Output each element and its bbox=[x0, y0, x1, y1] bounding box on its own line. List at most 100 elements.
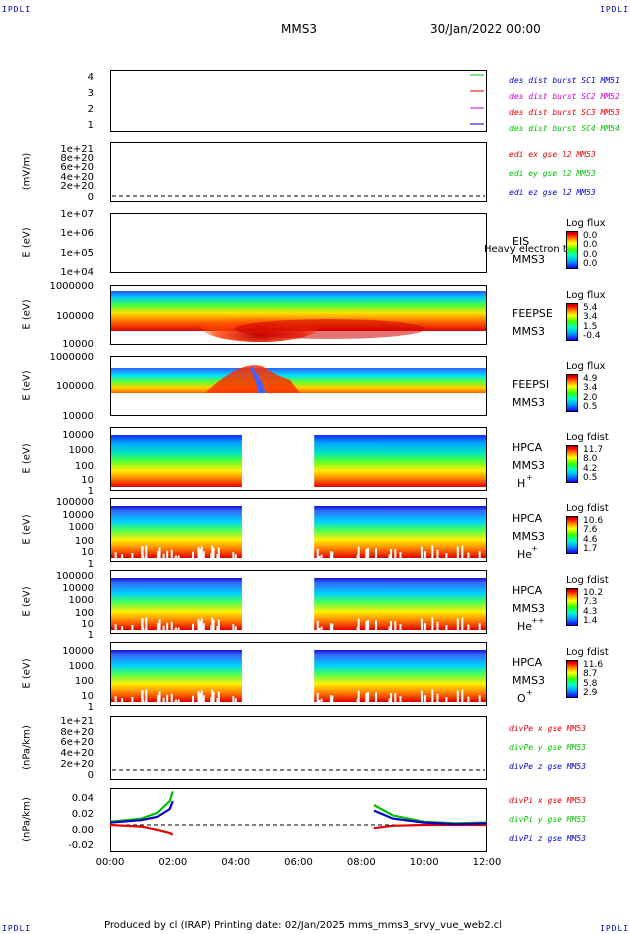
y-tick-label: 100000 bbox=[55, 311, 94, 322]
y-tick-label: 100 bbox=[74, 461, 94, 472]
y-tick-label: 1 bbox=[87, 486, 94, 497]
colorbar-value: 8.0 bbox=[583, 454, 598, 465]
hpca-o-noise-gap bbox=[423, 695, 426, 702]
colorbar-value: 0.0 bbox=[583, 258, 598, 269]
colorbar-value: 4.3 bbox=[583, 606, 598, 617]
hpca-o-noise-gap bbox=[131, 696, 134, 702]
hpca-hepp-noise-gap bbox=[456, 618, 459, 630]
instrument-name: EIS bbox=[512, 235, 530, 248]
legend-entry: edi ex gse l2 MM53 bbox=[509, 150, 596, 159]
hpca-o-noise-gap bbox=[198, 694, 201, 702]
colorbar-title: Log fdist bbox=[566, 647, 609, 658]
panel-divpe bbox=[110, 716, 487, 780]
y-tick-label: 100000 bbox=[55, 571, 94, 582]
species-label: O bbox=[517, 692, 526, 705]
species-charge: + bbox=[526, 688, 533, 697]
hpca-hepp-noise-gap bbox=[211, 617, 214, 630]
hpca-he-noise-gap bbox=[331, 551, 334, 558]
hpca-hepp-noise-gap bbox=[367, 620, 370, 630]
hpca-he-noise-gap bbox=[318, 555, 321, 558]
instrument-name: HPCA bbox=[512, 656, 543, 669]
hpca-hepp-noise-gap bbox=[177, 627, 180, 630]
hpca-o-noise-gap bbox=[399, 696, 402, 702]
hpca-hepp-noise-gap bbox=[202, 623, 205, 630]
hpca-he-noise-gap bbox=[212, 547, 215, 558]
hpca-o-noise-gap bbox=[421, 690, 424, 702]
hpca-he-noise-gap bbox=[478, 551, 481, 558]
hpca-he-noise-gap bbox=[232, 552, 235, 558]
y-tick-label: 1e+07 bbox=[60, 209, 94, 220]
hpca-o-noise-gap bbox=[456, 690, 459, 702]
hpca-hepp-noise-gap bbox=[436, 621, 439, 630]
y-tick-label: 1e+04 bbox=[60, 267, 94, 278]
hpca-he-noise-gap bbox=[320, 554, 323, 558]
hpca-hepp-noise-gap bbox=[388, 626, 391, 630]
hpca-he-noise-gap bbox=[197, 547, 200, 558]
hpca-he-noise-gap bbox=[145, 545, 148, 558]
hpca-he-noise-gap bbox=[436, 549, 439, 558]
colorbar-value: 0.5 bbox=[583, 472, 598, 483]
hpca-he-noise-gap bbox=[421, 546, 424, 558]
y-tick-label: 8e+20 bbox=[60, 153, 94, 164]
legend-entry: divPi x gse MM53 bbox=[509, 796, 587, 805]
hpca-o-noise-gap bbox=[467, 696, 470, 702]
hpca-o-noise-gap bbox=[216, 698, 219, 702]
y-tick-label: 1 bbox=[87, 630, 94, 641]
colorbar-value: 0.0 bbox=[583, 231, 598, 241]
instrument-name: HPCA bbox=[512, 512, 543, 525]
colorbar-value: 1.5 bbox=[583, 321, 598, 332]
spacecraft-name: MMS3 bbox=[512, 396, 545, 409]
y-tick-label: 4e+20 bbox=[60, 748, 94, 759]
hpca-he-noise-gap bbox=[131, 552, 134, 558]
hpca-hepp-noise-gap bbox=[198, 622, 201, 630]
hpca-he-noise-gap bbox=[445, 553, 448, 558]
y-tick-label: 1e+05 bbox=[60, 248, 94, 259]
hpca-o-noise-gap bbox=[367, 692, 370, 702]
colorbar bbox=[566, 660, 578, 698]
hpca-o-noise-gap bbox=[211, 689, 214, 702]
hpca-hepp-noise-gap bbox=[216, 626, 219, 630]
y-tick-label: 100000 bbox=[55, 381, 94, 392]
hpca-hepp-noise-gap bbox=[423, 623, 426, 630]
hpca-hepp-noise-gap bbox=[170, 621, 173, 630]
hpca-hepp-noise-gap bbox=[114, 624, 117, 630]
hpca-o-noise-gap bbox=[212, 691, 215, 702]
hpca-he-noise-gap bbox=[198, 550, 201, 558]
hpca-o-noise-gap bbox=[445, 697, 448, 702]
legend-entry: divPe z gse MM53 bbox=[509, 762, 587, 771]
spacecraft-name: MMS3 bbox=[512, 602, 545, 615]
instrument-name: FEEPSI bbox=[512, 378, 550, 391]
footer-text: Produced by cl (IRAP) Printing date: 02/… bbox=[104, 920, 503, 931]
hpca-hepp-noise-gap bbox=[320, 626, 323, 630]
y-tick-label: 10000 bbox=[62, 583, 94, 594]
colorbar-title: Log fdist bbox=[566, 432, 609, 443]
spacecraft-name: MMS3 bbox=[512, 325, 545, 338]
hpca-hepp-noise-gap bbox=[197, 619, 200, 630]
hpca-he-noise-gap bbox=[158, 547, 161, 558]
species-charge: + bbox=[531, 544, 538, 553]
hpca-hepp-spectrogram-left bbox=[111, 578, 242, 630]
hpca-hepp-noise-gap bbox=[217, 619, 220, 630]
hpca-o-noise-gap bbox=[390, 693, 393, 702]
hpca-he-noise-gap bbox=[357, 546, 360, 558]
y-tick-label: 100 bbox=[74, 608, 94, 619]
y-tick-label: 0.02 bbox=[71, 809, 94, 820]
hpca-he-noise-gap bbox=[217, 547, 220, 558]
spacecraft-name: MMS3 bbox=[512, 459, 545, 472]
hpca-he-noise-gap bbox=[202, 551, 205, 558]
hpca-he-spectrogram-right bbox=[314, 506, 486, 558]
y-tick-label: 1000000 bbox=[49, 281, 94, 292]
hpca-o-noise-gap bbox=[329, 695, 332, 702]
hpca-o-noise-gap bbox=[331, 695, 334, 702]
hpca-o-noise-gap bbox=[121, 698, 124, 702]
y-tick-label: 6e+20 bbox=[60, 162, 94, 173]
hpca-o-noise-gap bbox=[320, 698, 323, 702]
y-tick-label: 1000 bbox=[68, 661, 94, 672]
colorbar-value: 7.3 bbox=[583, 597, 598, 608]
y-tick-label: 0 bbox=[87, 192, 94, 203]
y-tick-label: 0 bbox=[87, 770, 94, 781]
hpca-hepp-noise-gap bbox=[318, 627, 321, 630]
hpca-he-noise-gap bbox=[423, 551, 426, 558]
hpca-hepp-noise-gap bbox=[357, 618, 360, 630]
overlay-text: Heavy electron to bbox=[484, 244, 573, 255]
